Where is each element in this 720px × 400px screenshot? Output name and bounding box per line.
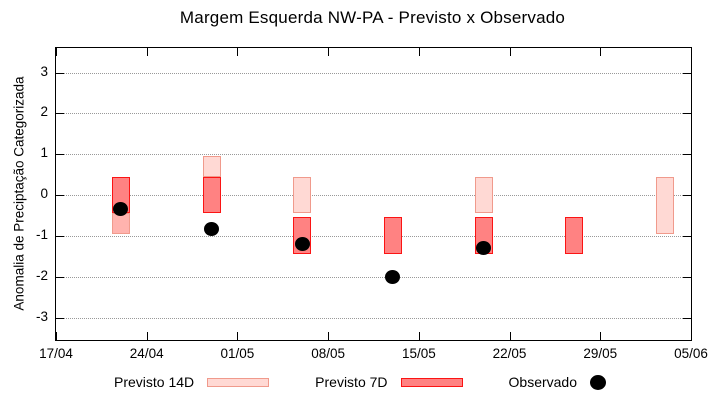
x-tick-mark xyxy=(691,48,692,56)
previsto-7d-swatch-icon xyxy=(400,377,463,387)
y-gridline xyxy=(56,317,691,319)
x-tick-mark xyxy=(146,48,148,56)
y-tick-mark xyxy=(683,154,691,156)
x-tick-mark xyxy=(600,48,602,56)
y-tick-mark xyxy=(56,317,64,319)
observed-point xyxy=(204,221,219,236)
forecast-bar-segment-p14 xyxy=(656,176,675,234)
y-tick-mark xyxy=(683,317,691,319)
forecast-bar-segment-p7 xyxy=(202,176,221,214)
x-tick-mark xyxy=(56,332,57,340)
forecast-bar-segment-p14 xyxy=(202,156,221,177)
y-gridline xyxy=(56,154,691,156)
observed-point xyxy=(113,202,129,217)
forecast-bar-segment-p14 xyxy=(474,176,493,214)
legend-label-previsto-14d: Previsto 14D xyxy=(114,374,195,390)
y-tick-mark xyxy=(683,276,691,278)
y-tick-mark xyxy=(683,72,691,74)
y-tick-mark xyxy=(56,235,64,237)
forecast-bar-segment-p14 xyxy=(293,176,312,214)
x-tick-mark xyxy=(418,48,420,56)
legend: Previsto 14D Previsto 7D Observado xyxy=(0,374,720,390)
y-tick-label: 3 xyxy=(40,63,48,79)
legend-item-previsto-7d: Previsto 7D xyxy=(315,374,463,390)
x-tick-mark xyxy=(56,48,57,56)
x-tick-mark xyxy=(600,332,602,340)
x-tick-mark xyxy=(509,332,511,340)
x-tick-label: 08/05 xyxy=(311,346,346,361)
y-gridline xyxy=(56,72,691,74)
x-tick-mark xyxy=(691,332,692,340)
y-tick-label: -2 xyxy=(35,267,48,283)
y-tick-label: 0 xyxy=(40,186,48,202)
y-tick-mark xyxy=(56,72,64,74)
y-tick-mark xyxy=(56,276,64,278)
legend-label-previsto-7d: Previsto 7D xyxy=(315,374,388,390)
y-tick-label: -3 xyxy=(35,308,48,324)
x-tick-mark xyxy=(146,332,148,340)
y-tick-label: -1 xyxy=(35,226,48,242)
observed-point xyxy=(476,241,492,256)
legend-item-observado: Observado xyxy=(509,374,606,390)
x-tick-label: 05/06 xyxy=(674,346,708,361)
legend-label-observado: Observado xyxy=(508,374,577,390)
x-tick-mark xyxy=(237,48,239,56)
x-tick-label: 17/04 xyxy=(39,346,73,361)
x-tick-label: 22/05 xyxy=(492,346,527,361)
y-gridline xyxy=(56,195,691,197)
forecast-bar-segment-p14o xyxy=(111,213,130,234)
forecast-bar-segment-p7 xyxy=(383,217,402,255)
chart-title: Margem Esquerda NW-PA - Previsto x Obser… xyxy=(179,8,566,27)
x-tick-mark xyxy=(328,332,330,340)
y-gridline xyxy=(56,235,691,237)
x-tick-label: 29/05 xyxy=(583,346,618,361)
y-gridline xyxy=(56,276,691,278)
observado-dot-icon xyxy=(590,374,606,390)
y-tick-label: 1 xyxy=(40,145,48,161)
x-tick-mark xyxy=(509,48,511,56)
y-tick-mark xyxy=(683,113,691,115)
x-tick-label: 15/05 xyxy=(401,346,436,361)
y-tick-mark xyxy=(683,195,691,197)
forecast-bar-segment-p7 xyxy=(565,217,584,255)
plot-area: 3 2 1 0 -1 -2 -3 17/04 24/04 01/05 08/05 15/05 22/05… xyxy=(36,47,708,361)
x-tick-label: 01/05 xyxy=(220,346,255,361)
x-tick-mark xyxy=(237,332,239,340)
y-tick-mark xyxy=(56,154,64,156)
legend-item-previsto-14d: Previsto 14D xyxy=(114,374,270,390)
y-tick-mark xyxy=(683,235,691,237)
previsto-14d-swatch-icon xyxy=(207,377,270,387)
observed-point xyxy=(294,237,310,252)
y-tick-mark xyxy=(56,195,64,197)
x-tick-mark xyxy=(328,48,330,56)
observed-point xyxy=(385,269,401,284)
x-tick-label: 24/04 xyxy=(129,346,164,361)
y-tick-label: 2 xyxy=(40,104,48,120)
x-tick-mark xyxy=(418,332,420,340)
y-gridline xyxy=(56,113,691,115)
y-tick-mark xyxy=(56,113,64,115)
